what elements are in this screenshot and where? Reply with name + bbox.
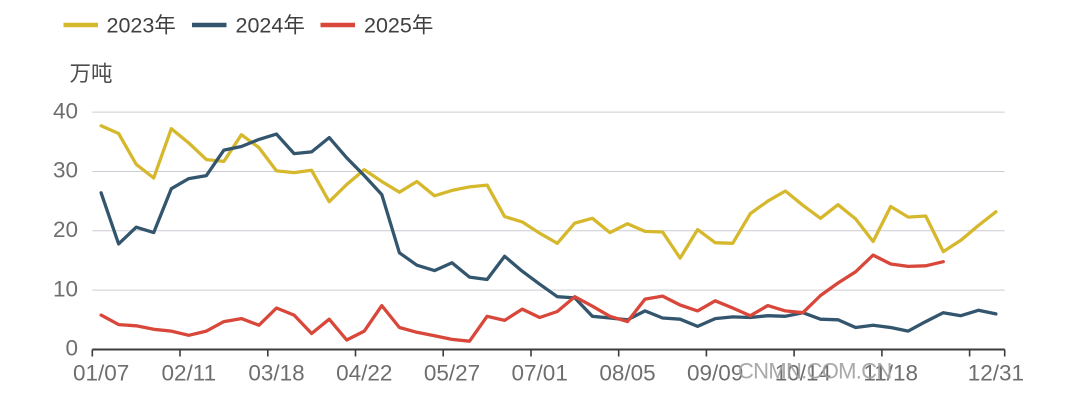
svg-text:03/18: 03/18 <box>248 361 304 386</box>
svg-text:08/05: 08/05 <box>599 361 655 386</box>
svg-text:10/14: 10/14 <box>775 361 831 386</box>
svg-text:0: 0 <box>65 336 78 361</box>
svg-text:2024年: 2024年 <box>236 14 305 38</box>
svg-text:万吨: 万吨 <box>70 62 113 86</box>
svg-text:CNMN.COM.CN: CNMN.COM.CN <box>738 359 892 384</box>
svg-text:2023年: 2023年 <box>107 14 176 38</box>
svg-text:07/01: 07/01 <box>512 361 568 386</box>
svg-text:20: 20 <box>53 217 78 242</box>
svg-text:04/22: 04/22 <box>336 361 392 386</box>
svg-text:11/18: 11/18 <box>863 361 918 386</box>
svg-text:30: 30 <box>53 158 78 183</box>
svg-text:2025年: 2025年 <box>364 14 433 38</box>
svg-text:01/07: 01/07 <box>73 361 129 386</box>
svg-text:05/27: 05/27 <box>424 361 480 386</box>
svg-text:09/09: 09/09 <box>687 361 743 386</box>
svg-text:02/11: 02/11 <box>161 361 216 386</box>
svg-text:12/31: 12/31 <box>968 361 1024 386</box>
svg-text:40: 40 <box>53 98 78 123</box>
svg-text:10: 10 <box>53 276 78 301</box>
